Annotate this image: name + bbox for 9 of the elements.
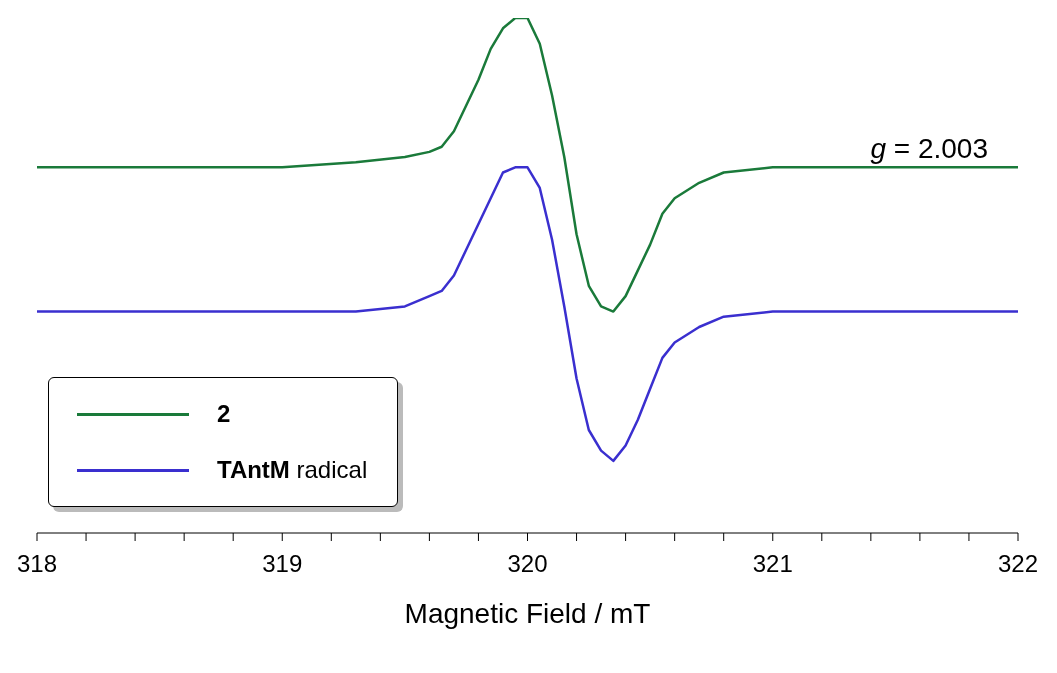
x-tick-label: 322: [997, 550, 1039, 578]
x-tick-label: 321: [752, 550, 793, 578]
legend-label: 2: [217, 400, 231, 427]
x-tick-label: 320: [507, 550, 548, 578]
annotation: g = 2.003: [870, 133, 988, 165]
legend-label: TAntM radical: [217, 456, 368, 484]
x-tick-label: 318: [16, 550, 58, 578]
x-axis-title: Magnetic Field / mT: [404, 598, 651, 629]
x-tick-label: 319: [262, 550, 303, 578]
